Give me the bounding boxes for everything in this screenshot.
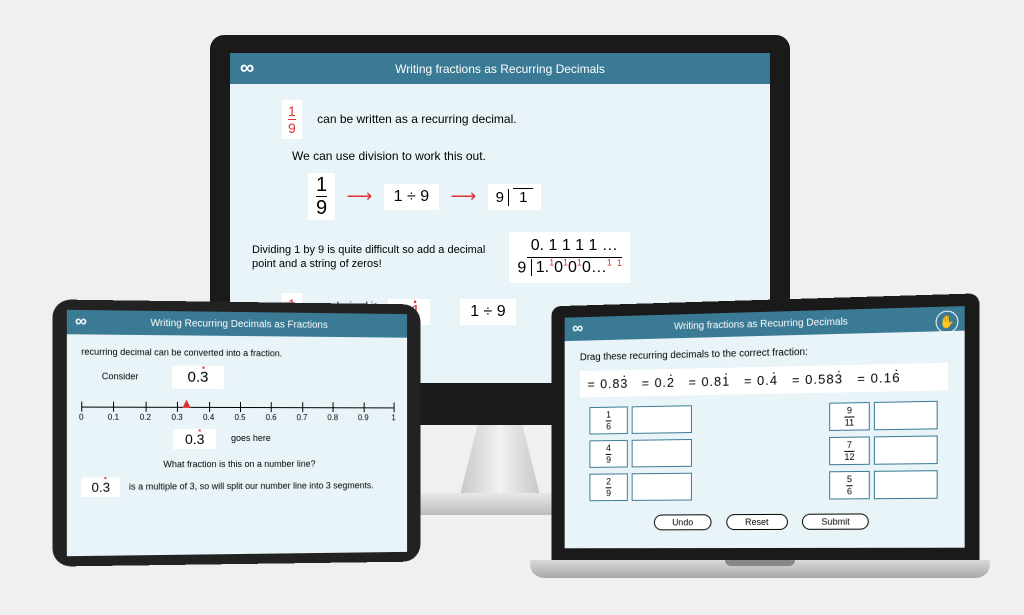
number-line-tick-label: 1 [391,413,395,422]
imac-header-title: Writing fractions as Recurring Decimals [230,62,770,76]
draggable-decimal[interactable]: = 0.83 [588,376,629,392]
ipad-app-header: ∞ Writing Recurring Decimals as Fraction… [67,310,407,338]
number-line: ▲ 0 0.1 0.2 0.3 0.4 0.5 0.6 0.7 0.8 0.9 1 [81,396,393,427]
target-fraction: 49 [589,440,627,468]
consider-value-box: 0.3 [171,366,224,389]
long-division-simple: 9 1 [488,184,542,210]
drop-target[interactable] [632,473,692,501]
target-fraction: 16 [589,406,627,434]
fraction-drop-pair: 56 [829,470,937,499]
number-line-tick [81,401,82,411]
tail-expression: 1 ÷ 9 [460,299,515,325]
bottom-line: is a multiple of 3, so will split our nu… [129,480,374,491]
arrow-right-icon: ⟶ [346,186,372,206]
number-line-tick-label: 0.9 [358,413,369,422]
left-fraction-column: 16 49 29 [589,405,691,507]
number-line-tick [113,402,114,412]
bottom-value-box: 0.3 [81,478,120,497]
drop-target[interactable] [874,401,938,431]
draggable-decimal[interactable]: = 0.16 [857,370,900,386]
number-line-tick [333,402,334,412]
text-line-3b: point and a string of zeros! [252,257,485,271]
ipad-line-1: recurring decimal can be converted into … [81,347,393,360]
red-pointer-icon: ▲ [180,395,194,411]
infinity-logo-icon: ∞ [572,320,583,338]
drop-target[interactable] [632,405,692,434]
laptop-screen-content: ∞ Writing fractions as Recurring Decimal… [565,306,965,548]
consider-label: Consider [102,371,139,381]
number-line-tick-label: 0 [79,413,84,422]
infinity-logo-icon: ∞ [240,57,254,80]
target-fraction: 712 [829,436,870,465]
number-line-tick [394,403,395,413]
number-line-tick-label: 0.5 [234,413,245,422]
fraction-drop-pair: 29 [589,473,691,501]
ipad-screen-content: ∞ Writing Recurring Decimals as Fraction… [67,310,407,556]
number-line-tick-label: 0.8 [327,413,338,422]
fraction-drop-pair: 911 [829,401,937,431]
draggable-decimal[interactable]: = 0.4 [744,373,778,389]
number-line-tick-label: 0.2 [140,413,151,422]
laptop-bezel: ∞ Writing fractions as Recurring Decimal… [551,293,979,560]
fraction-drop-pair: 16 [589,405,691,434]
goes-here-label: goes here [231,433,271,443]
laptop-lesson-body: Drag these recurring decimals to the cor… [565,331,965,539]
number-line-tick [302,402,303,412]
fraction-1-9-big: 1 9 [308,173,335,220]
number-line-tick-label: 0.6 [266,413,277,422]
draggable-decimal[interactable]: = 0.2 [642,375,675,391]
number-line-tick [145,402,146,412]
fraction-drop-pair: 49 [589,439,691,468]
arrow-right-icon: ⟶ [450,186,476,206]
laptop-base [530,560,990,578]
ipad-bezel: ∞ Writing Recurring Decimals as Fraction… [52,299,420,566]
laptop-device: ∞ Writing fractions as Recurring Decimal… [530,300,990,578]
decimal-draggables-row: = 0.83 = 0.2 = 0.81 = 0.4 = 0.583 = 0.16 [580,363,948,398]
draggable-decimal[interactable]: = 0.583 [792,371,843,387]
number-line-tick [240,402,241,412]
target-fraction: 56 [829,471,870,500]
number-line-tick [209,402,210,412]
ipad-lesson-body: recurring decimal can be converted into … [67,334,407,505]
division-expression-box: 1 ÷ 9 [384,184,439,210]
drag-instruction: Drag these recurring decimals to the cor… [580,343,948,363]
button-row: Undo Reset Submit [580,513,948,531]
number-line-tick [363,402,364,412]
laptop-header-title: Writing fractions as Recurring Decimals [565,313,965,335]
submit-button[interactable]: Submit [802,513,869,529]
number-line-tick [177,402,178,412]
drop-target[interactable] [632,439,692,467]
infinity-logo-icon: ∞ [75,313,87,331]
draggable-decimal[interactable]: = 0.81 [688,374,730,390]
text-line-2: We can use division to work this out. [292,149,748,163]
number-line-tick-label: 0.1 [108,413,119,422]
question-line: What fraction is this on a number line? [81,459,393,470]
target-fraction: 29 [589,473,627,501]
ipad-device: ∞ Writing Recurring Decimals as Fraction… [52,299,420,566]
text-line-1: can be written as a recurring decimal. [317,112,516,126]
number-line-tick-label: 0.7 [297,413,308,422]
long-division-worked: 0. 1 1 1 1 … 9 1.101010…11 [509,232,630,283]
imac-app-header: ∞ Writing fractions as Recurring Decimal… [230,53,770,84]
drop-target[interactable] [874,435,938,464]
text-line-3a: Dividing 1 by 9 is quite difficult so ad… [252,243,485,257]
target-fraction: 911 [829,402,870,431]
drop-target[interactable] [874,470,938,499]
hand-icon[interactable]: ✋ [936,310,959,333]
reset-button[interactable]: Reset [726,514,787,530]
fraction-drop-pair: 712 [829,435,937,465]
ipad-header-title: Writing Recurring Decimals as Fractions [67,316,407,331]
fraction-1-9: 1 9 [282,100,302,139]
undo-button[interactable]: Undo [654,514,712,530]
number-line-tick [271,402,272,412]
right-fraction-column: 911 712 56 [829,401,937,506]
number-line-tick-label: 0.3 [172,413,183,422]
number-line-tick-label: 0.4 [203,413,214,422]
pointer-value-box: 0.3 [173,429,217,449]
